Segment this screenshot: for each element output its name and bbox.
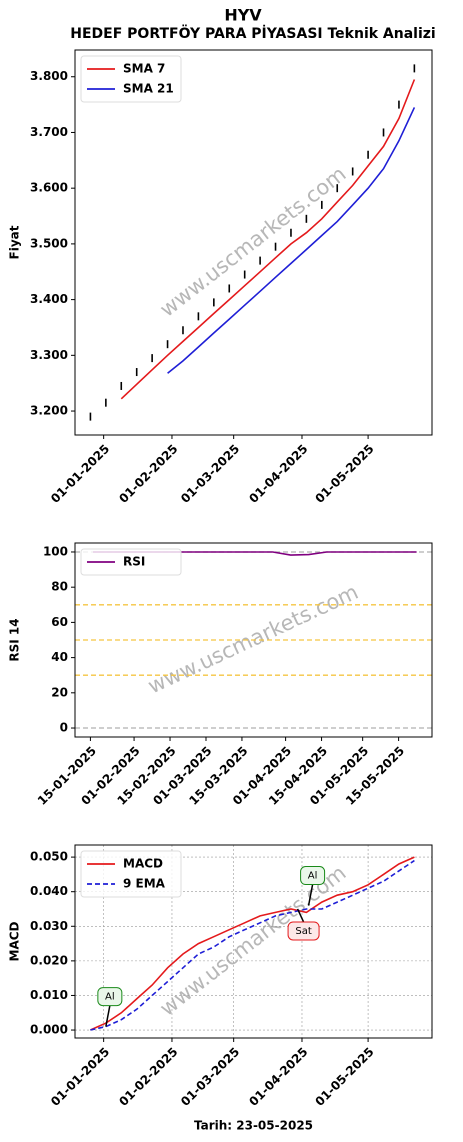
x-tick-label: 01-04-2025 xyxy=(246,1045,310,1109)
annotation-label: Sat xyxy=(295,926,311,937)
legend-box xyxy=(80,548,182,576)
y-tick-label: 100 xyxy=(43,544,68,558)
plot-frame xyxy=(74,49,433,436)
series-line xyxy=(120,79,416,400)
x-tick-label: 01-01-2025 xyxy=(48,1045,112,1109)
y-tick-label: 0.000 xyxy=(30,1023,68,1037)
x-tick-label: 01-05-2025 xyxy=(313,1045,377,1109)
y-axis-label: RSI 14 xyxy=(8,618,22,661)
y-tick-label: 3.400 xyxy=(30,292,68,306)
y-tick-label: 3.700 xyxy=(30,125,68,139)
annotation-arrow xyxy=(307,884,314,906)
y-tick-label: 0.050 xyxy=(30,850,68,864)
y-tick-label: 3.300 xyxy=(30,348,68,362)
y-axis-label: MACD xyxy=(8,921,22,961)
legend-box xyxy=(80,55,182,103)
series-line xyxy=(167,107,416,374)
y-tick-label: 3.500 xyxy=(30,236,68,250)
x-tick-label: 01-02-2025 xyxy=(116,442,180,506)
x-tick-label: 01-02-2025 xyxy=(116,1045,180,1109)
x-tick-label: 01-03-2025 xyxy=(178,1045,242,1109)
annotation-arrow xyxy=(296,908,305,923)
legend-label: RSI xyxy=(123,555,145,569)
x-tick-label: 01-03-2025 xyxy=(178,442,242,506)
legend-label: 9 EMA xyxy=(123,877,166,891)
x-tick-label: 01-01-2025 xyxy=(48,442,112,506)
annotation-label: Al xyxy=(308,871,318,882)
y-tick-label: 0.040 xyxy=(30,884,68,898)
y-tick-label: 80 xyxy=(51,580,68,594)
y-tick-label: 3.800 xyxy=(30,69,68,83)
legend-box xyxy=(80,850,182,898)
annotation-box xyxy=(97,987,123,1007)
chart-title: HEDEF PORTFÖY PARA PİYASASI Teknik Anali… xyxy=(70,24,435,42)
page-title: HYV xyxy=(224,6,262,25)
x-tick-label: 01-04-2025 xyxy=(246,442,310,506)
y-axis-label: Fiyat xyxy=(8,225,22,259)
x-axis-label: Tarih: 23-05-2025 xyxy=(194,1119,313,1133)
annotation-box xyxy=(300,866,326,886)
series-line xyxy=(90,856,415,1031)
x-tick-label: 01-05-2025 xyxy=(313,442,377,506)
series-line xyxy=(90,859,415,1031)
y-tick-label: 3.200 xyxy=(30,404,68,418)
y-tick-label: 20 xyxy=(51,685,68,699)
legend-label: SMA 7 xyxy=(123,62,165,76)
y-tick-label: 0 xyxy=(60,721,68,735)
annotation-arrow xyxy=(105,1005,111,1027)
y-tick-label: 0.030 xyxy=(30,919,68,933)
y-tick-label: 40 xyxy=(51,650,68,664)
annotation-label: Al xyxy=(105,992,115,1003)
y-tick-label: 60 xyxy=(51,615,68,629)
y-tick-label: 0.020 xyxy=(30,953,68,967)
plot-frame xyxy=(74,542,433,738)
plot-frame xyxy=(74,844,433,1039)
y-tick-label: 3.600 xyxy=(30,181,68,195)
y-tick-label: 0.010 xyxy=(30,988,68,1002)
watermark: www.uscmarkets.com xyxy=(144,580,362,699)
annotation-box xyxy=(287,921,320,941)
legend-label: MACD xyxy=(123,857,163,871)
legend-label: SMA 21 xyxy=(123,82,174,96)
